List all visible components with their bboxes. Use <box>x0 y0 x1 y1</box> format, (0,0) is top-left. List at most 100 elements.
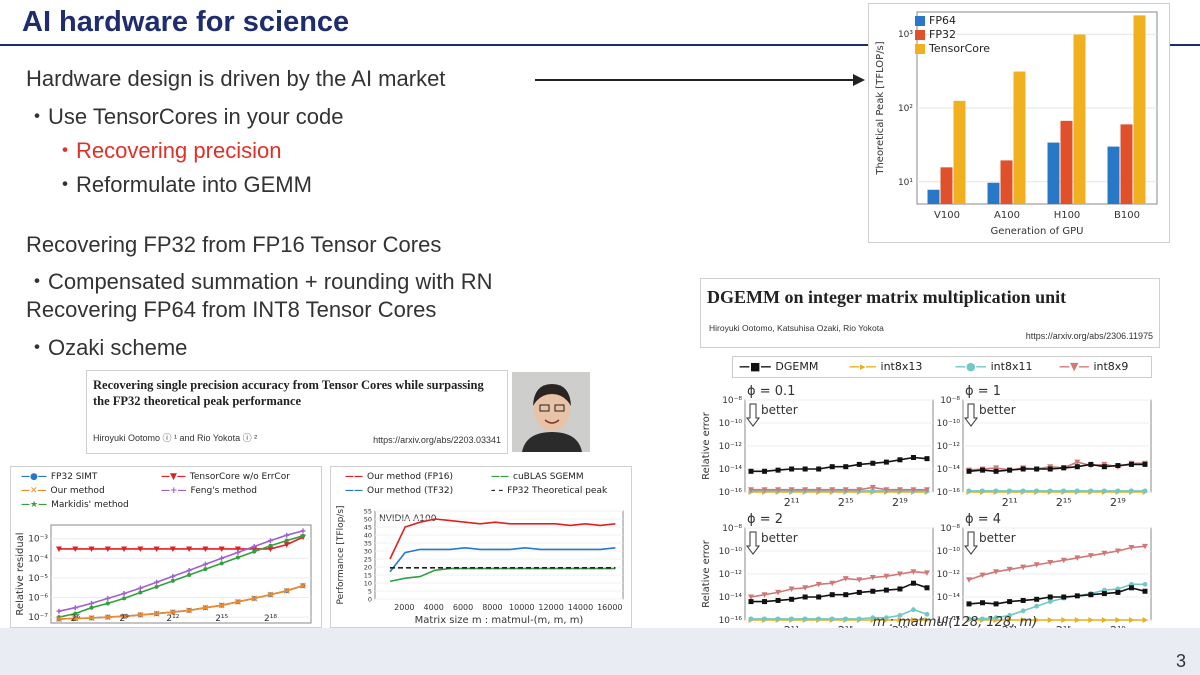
residual-point-tensorcore-w-o-errcor <box>234 546 241 552</box>
gpu-bar-a100-tensorcore <box>1013 71 1026 204</box>
phi-panel-3-point-int8x9 <box>924 570 930 576</box>
phi-panel-2-point-int8x11 <box>966 488 972 494</box>
phi-panel-4-point-int8x9 <box>1074 555 1081 561</box>
phi-panel-1-point-dgemm <box>883 459 889 465</box>
performance-xtick-label: 2000 <box>394 603 414 612</box>
phi-panel-4-point-int8x9 <box>1020 564 1027 571</box>
performance-xtick-label: 16000 <box>597 603 622 612</box>
gpu-bar-v100-fp32 <box>940 167 953 204</box>
legend-item-cublas-sgemm: —— cuBLAS SGEMM <box>491 472 584 482</box>
bullet-use-tensorcores: ・Use TensorCores in your code <box>26 104 344 129</box>
phi-panel-3-point-dgemm <box>883 587 889 593</box>
phi-panel-3-point-int8x11 <box>843 616 849 622</box>
phi-panel-1-point-int8x9 <box>829 487 836 493</box>
phi-panel-2-xtick-label: 2¹⁵ <box>1056 496 1072 509</box>
bullet-reformulate-gemm: ・Reformulate into GEMM <box>54 172 312 197</box>
legend-swatch-tensorcore <box>915 43 925 54</box>
phi-panel-2-point-int8x11 <box>993 488 999 494</box>
phi-panel-3-point-int8x11 <box>897 613 903 618</box>
legend-label-int8x11: int8x11 <box>990 360 1033 373</box>
residual-point-feng-s-method <box>89 600 95 606</box>
residual-point-markidis-method <box>203 567 208 572</box>
legend-label-markidis-method: Markidis' method <box>51 500 129 510</box>
residual-ylabel: Relative residual <box>15 532 26 615</box>
gpu-bar-b100-tensorcore <box>1133 15 1146 204</box>
legend-label-int8x13: int8x13 <box>880 360 923 373</box>
paper-url[interactable]: https://arxiv.org/abs/2203.03341 <box>373 435 501 445</box>
phi-panel-4-point-int8x11 <box>1007 613 1013 618</box>
page-number: 3 <box>1175 651 1186 671</box>
phi-panel-2-point-dgemm <box>1047 466 1053 472</box>
phi-panel-3-ytick-label: 10⁻¹⁴ <box>719 593 743 603</box>
phi-panel-2-xtick-label: 2¹¹ <box>1002 496 1018 509</box>
phi-panel-1-ytick-label: 10⁻¹² <box>719 442 743 452</box>
phi-panel-3-ytick-label: 10⁻¹² <box>719 570 743 580</box>
residual-point-our-method <box>267 591 274 598</box>
residual-point-feng-s-method <box>170 573 176 579</box>
phi-panel-4-point-int8x13 <box>1088 617 1094 623</box>
phi-panel-2-ytick-label: 10⁻¹² <box>937 442 961 452</box>
phi-panel-1-point-int8x9 <box>869 484 876 491</box>
gpu-bar-a100-fp64 <box>987 182 1000 204</box>
legend-label-dgemm: DGEMM <box>775 360 819 373</box>
phi-panel-3-point-dgemm <box>924 585 930 591</box>
phi-panel-1-title: ϕ = 0.1 <box>747 384 795 399</box>
residual-point-tensorcore-w-o-errcor <box>121 546 128 552</box>
phi-panel-3-point-int8x9 <box>761 592 768 598</box>
residual-point-markidis-method <box>187 573 192 578</box>
legend-label-fp32-simt: FP32 SIMT <box>50 472 98 482</box>
paper-title: Recovering single precision accuracy fro… <box>93 378 484 408</box>
phi-panel-2-point-int8x11 <box>1074 488 1080 494</box>
phi-panel-4-title: ϕ = 4 <box>965 512 1001 527</box>
phi-panel-3-point-dgemm <box>910 580 916 586</box>
phi-panel-2-point-int8x11 <box>1142 488 1148 494</box>
phi-panel-1-xtick-label: 2¹⁹ <box>892 496 908 509</box>
phi-panel-4-point-dgemm <box>1020 597 1026 603</box>
phi-panel-1-point-int8x9 <box>883 487 890 493</box>
gpu-category-v100: V100 <box>934 210 960 221</box>
phi-panel-1-ytick-label: 10⁻¹⁰ <box>719 419 743 429</box>
phi-panel-4-better-label: better <box>979 531 1016 545</box>
paper-url[interactable]: https://arxiv.org/abs/2306.11975 <box>1025 331 1153 341</box>
phi-panel-3-point-int8x11 <box>775 616 781 622</box>
gpu-bar-h100-tensorcore <box>1073 34 1086 204</box>
phi-panel-4-point-int8x9 <box>1047 560 1054 566</box>
phi-panel-1-point-int8x9 <box>896 487 903 493</box>
legend-label-fp32: FP32 <box>929 28 956 41</box>
legend-label-tensorcore: TensorCore <box>929 42 991 55</box>
legend-item-ours-tf32: —— Our method (TF32) <box>345 486 453 496</box>
phi-panel-3-xtick-label: 2¹⁵ <box>838 624 854 628</box>
phi-panel-1-point-int8x11 <box>870 488 876 494</box>
performance-plot-frame <box>374 510 624 600</box>
footer-bar <box>0 628 1200 675</box>
bullet-ozaki-scheme: ・Ozaki scheme <box>26 335 188 360</box>
phi-panel-1-ytick-label: 10⁻¹⁶ <box>719 488 743 498</box>
legend-item-fp64: FP64 <box>915 14 956 27</box>
phi-panel-3-point-int8x11 <box>883 615 889 621</box>
phi-panel-4-point-int8x13 <box>1115 617 1121 623</box>
phi-panel-4-point-int8x9 <box>1142 543 1148 550</box>
legend-label-ours-tf32: Our method (TF32) <box>367 486 454 496</box>
residual-point-tensorcore-w-o-errcor <box>169 546 176 552</box>
phi-panel-1-point-dgemm <box>748 468 754 474</box>
residual-point-our-method <box>137 611 144 618</box>
phi-panel-2-point-int8x11 <box>1129 488 1134 494</box>
phi-panel-2-better-label: better <box>979 403 1016 417</box>
phi-panel-4-xtick-label: 2¹¹ <box>1002 624 1018 628</box>
legend-item-int8x13: —▸— int8x13 <box>849 360 922 373</box>
phi-panel-3-title: ϕ = 2 <box>747 512 783 527</box>
residual-point-markidis-method <box>284 538 289 543</box>
legend-item-tensorcore-no-errcor: —▼— TensorCore w/o ErrCor <box>161 472 290 482</box>
phi-panel-2-point-dgemm <box>993 468 999 474</box>
phi-panel-4-ytick-label: 10⁻¹² <box>937 570 961 580</box>
gpu-ytick-label: 10³ <box>898 30 913 40</box>
phi-panel-4-point-int8x13 <box>1142 617 1148 623</box>
residual-point-our-method <box>234 598 241 605</box>
phi-panel-1-point-dgemm <box>843 464 849 470</box>
legend-marker-dgemm: —■— <box>739 360 772 373</box>
phi-panel-1-better-arrow-icon <box>746 403 760 427</box>
residual-point-markidis-method <box>89 605 94 610</box>
phi-panel-4-point-dgemm <box>1034 596 1040 602</box>
phi-panel-3-point-dgemm <box>829 592 835 598</box>
